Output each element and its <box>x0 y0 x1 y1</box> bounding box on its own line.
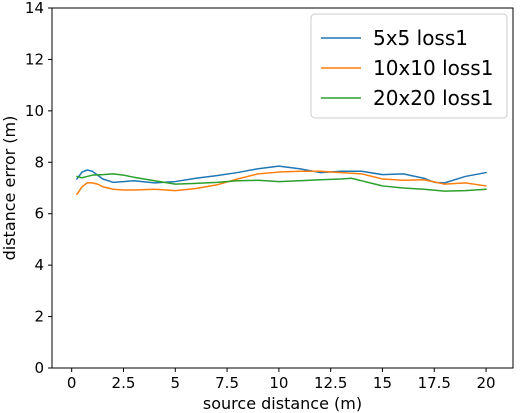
y-tick-label: 14 <box>25 0 44 17</box>
legend-label: 5x5 loss1 <box>373 26 468 50</box>
x-tick-label: 15 <box>373 374 392 392</box>
x-tick-label: 7.5 <box>215 374 239 392</box>
y-tick-label: 2 <box>34 308 44 326</box>
series-layer <box>76 165 487 196</box>
y-tick-label: 0 <box>34 359 44 377</box>
x-tick-label: 5 <box>171 374 181 392</box>
x-tick-label: 12.5 <box>314 374 347 392</box>
x-axis-label: source distance (m) <box>203 394 362 413</box>
legend-label: 20x20 loss1 <box>373 86 493 110</box>
y-tick-label: 8 <box>34 153 44 171</box>
series-line-1 <box>76 165 487 184</box>
y-tick-label: 10 <box>25 102 44 120</box>
y-axis-label: distance error (m) <box>0 116 19 261</box>
legend: 5x5 loss1 10x10 loss1 20x20 loss1 <box>310 13 508 119</box>
x-tick-label: 0 <box>67 374 77 392</box>
x-tick-label: 2.5 <box>112 374 136 392</box>
y-tick-label: 6 <box>34 205 44 223</box>
series-line-2 <box>76 170 487 196</box>
x-tick-label: 17.5 <box>418 374 451 392</box>
legend-label: 10x10 loss1 <box>373 56 493 80</box>
axes-layer <box>51 7 514 369</box>
y-tick-label: 12 <box>25 50 44 68</box>
x-tick-label: 10 <box>269 374 288 392</box>
ticks-layer: 0 2.5 5 7.5 10 12.5 15 17.5 20 0 2 4 6 8 10 12 14 <box>25 0 496 392</box>
series-line-3 <box>76 173 487 192</box>
axes-frame <box>51 7 514 369</box>
x-tick-label: 20 <box>477 374 496 392</box>
legend-box <box>310 13 508 119</box>
y-tick-label: 4 <box>34 256 44 274</box>
